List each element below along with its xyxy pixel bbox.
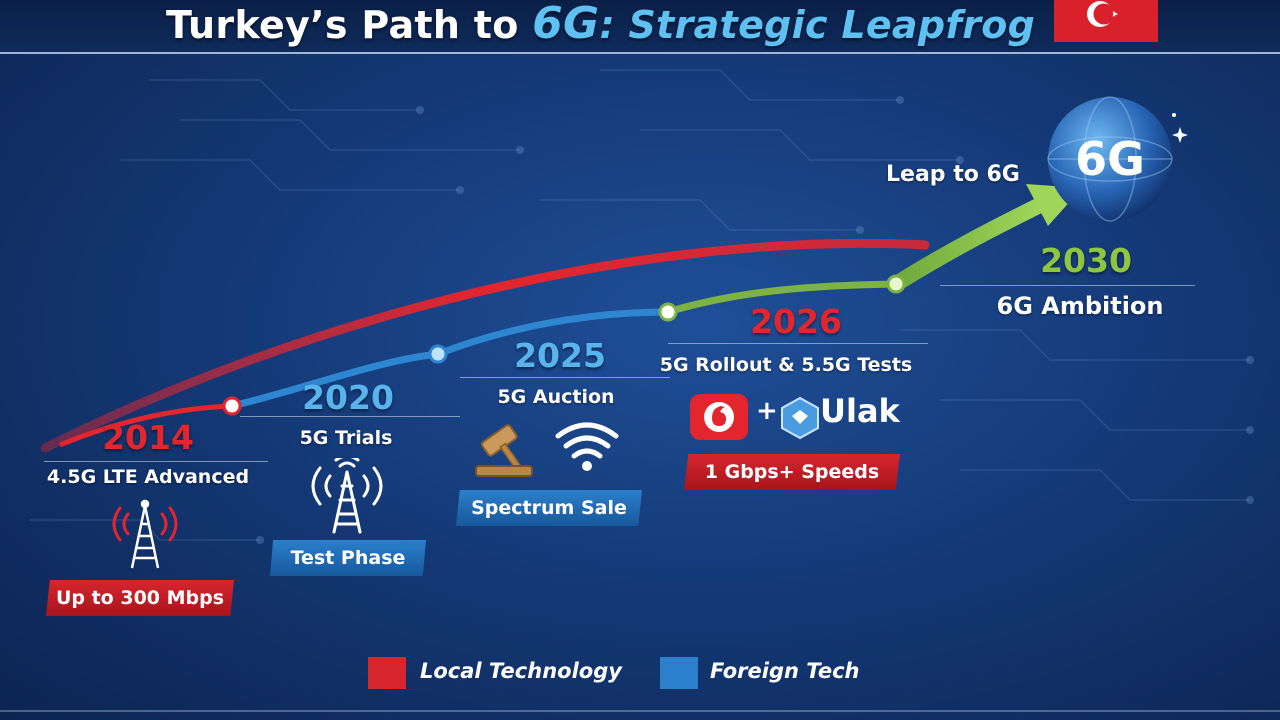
divider-2014 (44, 461, 268, 462)
divider-2030 (940, 285, 1195, 286)
globe-6g-icon: 6G (1047, 96, 1188, 222)
badge-2026: 1 Gbps+ Speeds (684, 454, 900, 490)
plus-sign: + (756, 396, 778, 426)
year-2026: 2026 (750, 302, 842, 341)
divider-2025 (460, 377, 670, 378)
ulak-label: Ulak (820, 392, 900, 430)
local-segment-2014 (59, 403, 233, 448)
title-prefix: Turkey’s Path to (166, 3, 533, 47)
page-title: Turkey’s Path to 6G: Strategic Leapfrog (166, 0, 1035, 49)
node-2014 (222, 396, 242, 416)
legend-swatch-local (368, 657, 406, 689)
leap-arrow-shaft (888, 197, 1048, 292)
legend-swatch-foreign (660, 657, 698, 689)
turkey-flag-icon (1054, 0, 1158, 42)
cell-tower-icon (112, 499, 178, 569)
future-curve (664, 280, 900, 316)
title-2030: 6G Ambition (996, 292, 1164, 320)
badge-2025: Spectrum Sale (456, 490, 642, 526)
year-2030: 2030 (1040, 241, 1132, 280)
leap-label: Leap to 6G (886, 162, 1020, 187)
year-2025: 2025 (514, 336, 606, 375)
title-highlight-6g: 6G (532, 0, 600, 49)
wireless-signal-icon (555, 422, 619, 471)
cell-tower-icon (311, 458, 383, 534)
divider-2020 (240, 416, 460, 417)
node-2025 (658, 302, 678, 322)
badge-2020: Test Phase (270, 540, 426, 576)
legend-label-foreign: Foreign Tech (710, 659, 860, 683)
local-tech-curve (40, 238, 930, 453)
year-2020: 2020 (302, 378, 394, 417)
gavel-icon (475, 424, 533, 477)
node-2020 (428, 344, 448, 364)
badge-2014: Up to 300 Mbps (46, 580, 234, 616)
legend-label-local: Local Technology (420, 659, 622, 683)
title-highlight-rest: : Strategic Leapfrog (599, 3, 1036, 47)
node-2026 (886, 274, 906, 294)
title-2026: 5G Rollout & 5.5G Tests (659, 354, 913, 376)
title-2020: 5G Trials (299, 427, 393, 449)
title-2014: 4.5G LTE Advanced (46, 466, 250, 488)
year-2014: 2014 (102, 418, 194, 457)
vodafone-logo-icon (690, 394, 748, 440)
divider-2026 (668, 343, 928, 344)
title-2025: 5G Auction (497, 386, 615, 408)
ulak-logo-icon (781, 396, 819, 440)
bottom-divider (0, 710, 1280, 712)
globe-text: 6G (1075, 132, 1145, 186)
